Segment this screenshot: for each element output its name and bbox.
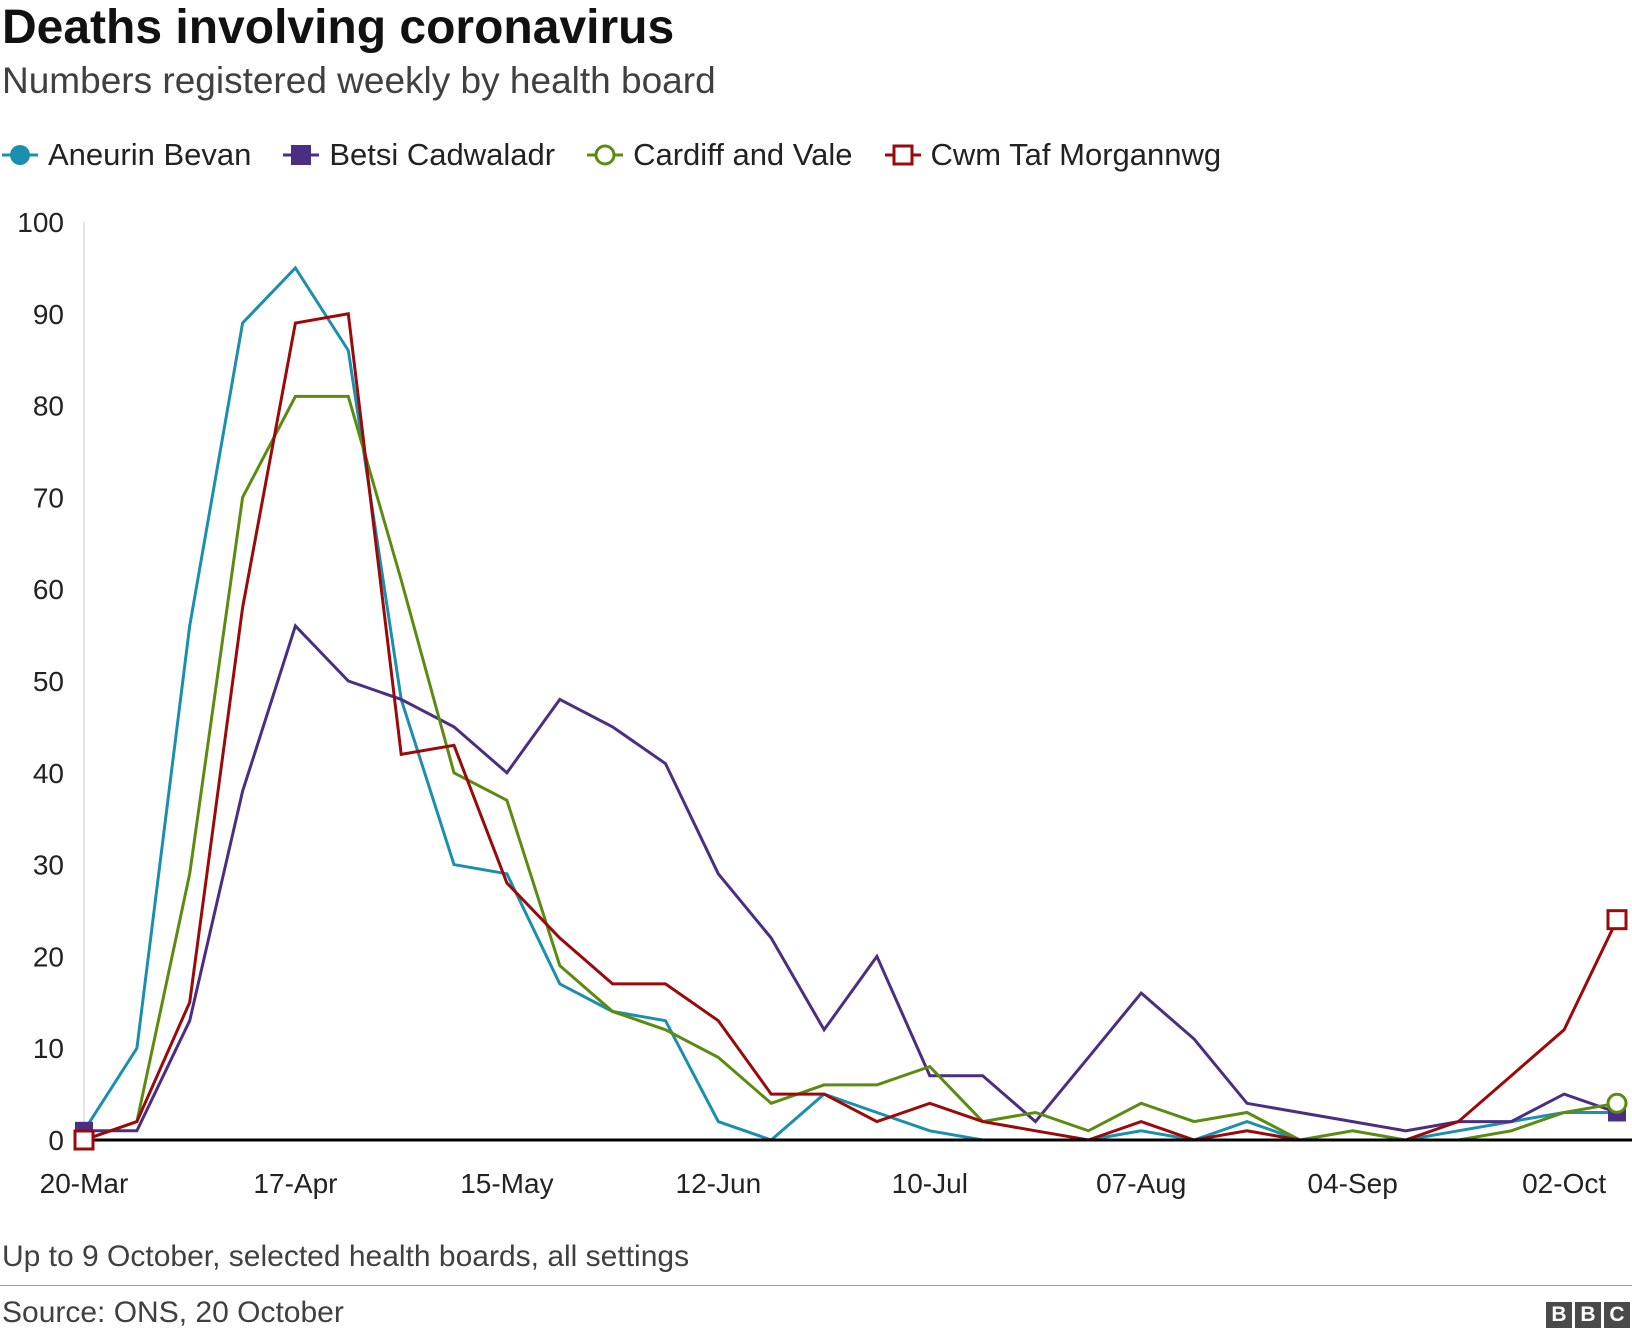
x-tick-label: 12-Jun (676, 1168, 762, 1199)
x-tick-label: 10-Jul (892, 1168, 968, 1199)
legend-label: Cwm Taf Morgannwg (930, 137, 1222, 172)
bbc-logo-letter: C (1604, 1302, 1630, 1328)
legend-marker-filled-square-icon (283, 145, 320, 165)
y-tick-label: 70 (33, 482, 64, 513)
series-line-betsi-cadwaladr (84, 623, 1618, 1133)
legend-marker-filled-circle-icon (2, 145, 38, 165)
y-tick-label: 90 (33, 299, 64, 330)
bbc-logo-letter: B (1546, 1302, 1572, 1328)
legend-item-cwm-taf-morgannwg: Cwm Taf Morgannwg (883, 137, 1222, 173)
legend-item-betsi-cadwaladr: Betsi Cadwaladr (281, 137, 555, 173)
legend-label: Aneurin Bevan (48, 137, 252, 172)
x-tick-label: 17-Apr (253, 1168, 337, 1199)
x-tick-label: 20-Mar (40, 1168, 129, 1199)
y-tick-label: 50 (33, 666, 64, 697)
legend-label: Cardiff and Vale (633, 137, 853, 172)
series-line-cardiff-and-vale (83, 394, 1618, 1142)
legend-label: Betsi Cadwaladr (329, 137, 556, 172)
y-tick-label: 40 (33, 758, 64, 789)
y-tick-label: 0 (48, 1125, 64, 1156)
chart-note: Up to 9 October, selected health boards,… (2, 1240, 690, 1273)
x-tick-label: 07-Aug (1096, 1168, 1186, 1199)
x-tick-label: 04-Sep (1308, 1168, 1398, 1199)
marker-cwm-taf-morgannwg-point (1606, 909, 1628, 931)
chart-subtitle: Numbers registered weekly by health boar… (2, 60, 716, 101)
footer-divider (0, 1285, 1632, 1286)
series-line-aneurin-bevan (82, 265, 1617, 1142)
bbc-logo-letter: B (1575, 1302, 1601, 1328)
bbc-logo: B B C (1546, 1302, 1630, 1328)
x-tick-label: 02-Oct (1522, 1168, 1606, 1199)
x-tick-label: 15-May (460, 1168, 553, 1199)
y-tick-label: 20 (33, 941, 64, 972)
y-tick-label: 100 (17, 207, 64, 238)
legend-item-aneurin-bevan: Aneurin Bevan (0, 137, 251, 173)
y-tick-label: 30 (33, 850, 64, 881)
marker-cardiff-and-vale-point (1606, 1092, 1628, 1114)
chart-legend: Aneurin Bevan Betsi Cadwaladr Cardiff an… (0, 135, 1251, 175)
legend-marker-hollow-circle-icon (587, 144, 624, 166)
y-tick-label: 10 (33, 1033, 64, 1064)
chart-title: Deaths involving coronavirus (2, 1, 675, 54)
marker-cwm-taf-morgannwg-point (73, 1129, 95, 1151)
y-tick-label: 60 (33, 574, 64, 605)
series-line-cwm-taf-morgannwg (83, 312, 1619, 1142)
legend-marker-hollow-square-icon (884, 144, 921, 166)
line-chart: 0 10 20 30 40 50 60 70 80 90 100 20-Mar 17-Apr 15-May… (17, 207, 1632, 1199)
y-tick-label: 80 (33, 391, 64, 422)
legend-item-cardiff-and-vale: Cardiff and Vale (585, 137, 853, 173)
chart-source: Source: ONS, 20 October (2, 1296, 344, 1329)
